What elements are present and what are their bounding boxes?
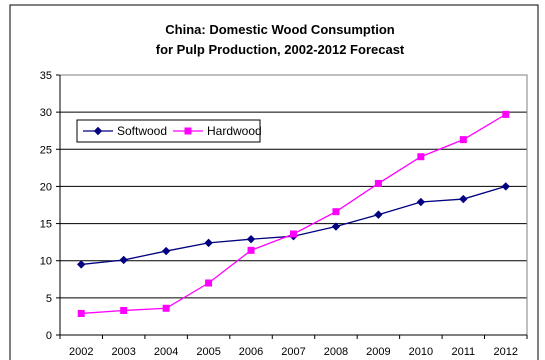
legend-marker-hardwood: [184, 127, 192, 135]
y-tick-label: 35: [40, 70, 52, 82]
hardwood-point: [162, 304, 170, 312]
hardwood-point: [374, 179, 382, 187]
y-tick-label: 20: [40, 181, 52, 193]
x-tick-label: 2003: [111, 346, 135, 358]
softwood-point: [331, 222, 341, 231]
hardwood-point: [205, 279, 213, 287]
hardwood-point: [247, 246, 255, 254]
softwood-point: [416, 197, 426, 207]
x-tick-label: 2004: [154, 346, 178, 358]
y-tick-label: 15: [40, 219, 52, 231]
plot-area: 0 5 10 15 20 25 30 35 2002 2003 2004 2005 2006 2007 20…: [40, 70, 528, 358]
legend-marker-softwood: [93, 126, 103, 136]
x-tick-label: 2011: [451, 346, 475, 358]
hardwood-point: [120, 306, 128, 314]
hardwood-point: [290, 230, 297, 238]
legend-box: [76, 119, 261, 143]
x-tick-label: 2008: [324, 346, 348, 358]
softwood-point: [161, 246, 171, 256]
softwood-point: [204, 238, 213, 248]
x-tick-label: 2012: [494, 346, 518, 358]
legend: Softwood Hardwood: [76, 119, 262, 143]
x-tick-label: 2002: [69, 346, 93, 358]
x-tick-label: 2006: [239, 346, 263, 358]
x-tick-label: 2007: [281, 346, 305, 358]
hardwood-point: [459, 136, 467, 144]
series-hardwood: [77, 110, 510, 317]
hardwood-point: [77, 309, 85, 317]
legend-label-softwood: Softwood: [117, 124, 167, 138]
y-tick-label: 25: [40, 144, 52, 156]
chart-subtitle: for Pulp Production, 2002-2012 Forecast: [156, 42, 405, 57]
y-tick-label: 5: [46, 293, 52, 305]
chart-title: China: Domestic Wood Consumption: [165, 22, 394, 37]
hardwood-point: [502, 110, 510, 118]
x-tick-label: 2005: [196, 346, 220, 358]
softwood-point: [246, 234, 256, 244]
x-tick-label: 2010: [409, 346, 433, 358]
softwood-point: [119, 255, 128, 265]
softwood-point: [501, 182, 510, 191]
chart-area-border: [9, 4, 539, 360]
y-tick-label: 0: [46, 330, 52, 342]
softwood-point: [459, 194, 468, 204]
softwood-point: [374, 210, 383, 219]
hardwood-point: [417, 153, 425, 161]
legend-label-hardwood: Hardwood: [207, 124, 262, 138]
x-tick-label: 2009: [366, 346, 390, 358]
hardwood-point: [332, 208, 340, 216]
y-tick-label: 30: [40, 107, 52, 119]
softwood-point: [77, 260, 86, 269]
y-tick-label: 10: [40, 256, 52, 268]
